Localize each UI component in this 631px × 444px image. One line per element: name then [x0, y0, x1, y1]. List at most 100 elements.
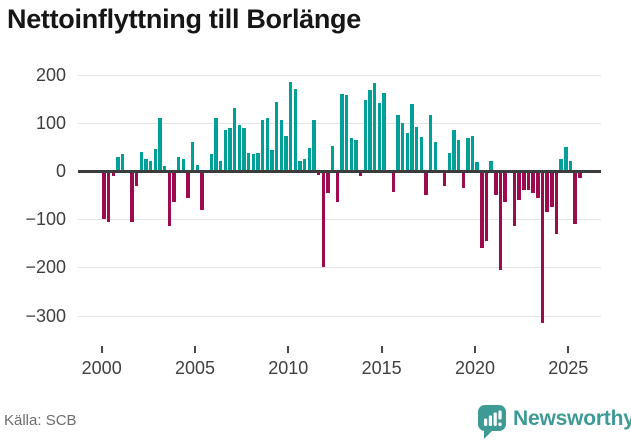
bar-2006-q2	[218, 161, 223, 171]
bar-2020-q1	[475, 162, 480, 171]
source-label: Källa: SCB	[4, 412, 77, 429]
newsworthy-wordmark: Newsworthy	[513, 407, 631, 430]
bar-2018-q4	[452, 129, 456, 171]
bar-2020-q4	[489, 160, 494, 171]
bar-2011-q3	[316, 171, 321, 175]
bar-2023-q1	[531, 171, 536, 193]
bar-2004-q1	[176, 156, 181, 171]
bar-2014-q2	[368, 90, 372, 171]
bar-2007-q3	[242, 127, 246, 171]
bar-2003-q4	[172, 171, 176, 203]
bar-2023-q4	[545, 171, 550, 212]
y-tick-label--200: −200	[25, 257, 66, 278]
bar-2019-q3	[466, 138, 470, 171]
bar-2013-q2	[349, 138, 354, 171]
x-tick-label-2010: 2010	[268, 358, 309, 378]
bar-2010-q4	[302, 159, 307, 171]
bar-2012-q4	[340, 93, 344, 171]
bar-2024-q2	[554, 171, 559, 234]
bar-2006-q1	[214, 118, 218, 171]
bar-2002-q4	[153, 149, 158, 171]
newsworthy-bar-chart-icon	[477, 405, 506, 439]
gridline-100	[78, 122, 601, 124]
bar-2012-q1	[326, 171, 330, 193]
bar-2003-q3	[167, 171, 172, 227]
y-tick-label-0: 0	[55, 161, 66, 181]
bar-2016-q2	[405, 132, 410, 171]
bar-2008-q4	[265, 118, 270, 171]
zero-axis-line	[78, 169, 601, 173]
bar-2016-q1	[400, 122, 405, 171]
bar-2010-q3	[298, 160, 302, 171]
bar-2000-q3	[111, 171, 116, 176]
bar-2021-q3	[503, 171, 508, 203]
bar-2017-q2	[424, 171, 428, 196]
bar-2011-q1	[307, 147, 312, 171]
bar-2016-q3	[410, 103, 414, 171]
y-tick-label-200: 200	[35, 64, 66, 85]
bar-2011-q4	[321, 171, 326, 268]
bar-2022-q1	[512, 171, 517, 227]
bar-2021-q2	[498, 171, 503, 270]
bar-2006-q3	[223, 130, 228, 171]
bar-2019-q4	[470, 136, 475, 171]
bar-2020-q3	[484, 171, 489, 241]
bar-2019-q2	[461, 171, 466, 188]
bar-2013-q4	[358, 171, 363, 176]
bar-2001-q4	[134, 171, 139, 186]
y-tick-label--300: −300	[25, 305, 66, 326]
bar-2011-q2	[312, 120, 316, 171]
x-tick-label-2005: 2005	[174, 358, 216, 378]
bar-2003-q1	[158, 118, 162, 171]
bar-2022-q4	[526, 171, 531, 191]
bar-2005-q1	[195, 165, 200, 171]
bar-2002-q1	[139, 151, 144, 171]
bar-2008-q2	[256, 152, 260, 171]
bar-2009-q1	[270, 150, 274, 171]
gridline--300	[78, 315, 601, 317]
x-tick-label-2000: 2000	[81, 358, 122, 378]
bar-2019-q1	[456, 140, 461, 171]
bar-2000-q4	[116, 156, 120, 171]
bar-2003-q2	[162, 166, 167, 171]
bar-2022-q3	[522, 171, 526, 191]
bar-2018-q3	[447, 153, 452, 171]
newsworthy-logo[interactable]: Newsworthy	[476, 403, 631, 439]
bar-2007-q2	[237, 125, 242, 171]
x-tick-label-2020: 2020	[454, 358, 496, 378]
bar-2004-q3	[186, 171, 190, 198]
bar-2017-q3	[428, 114, 433, 171]
bar-2000-q2	[106, 171, 111, 222]
bar-2005-q4	[209, 154, 214, 171]
x-tick-mark-2005	[194, 346, 196, 353]
y-tick-label--100: −100	[25, 209, 66, 230]
chart-title: Nettoinflyttning till Borlänge	[7, 4, 361, 34]
bar-2014-q4	[377, 103, 382, 171]
bar-2010-q2	[293, 88, 298, 171]
bar-2021-q1	[494, 171, 498, 196]
bar-2020-q2	[480, 171, 484, 249]
bar-2013-q1	[344, 94, 349, 171]
bar-2010-q1	[288, 81, 293, 171]
bar-2008-q3	[260, 119, 265, 171]
bar-2012-q3	[335, 171, 340, 203]
bar-2004-q2	[181, 159, 186, 171]
x-tick-label-2025: 2025	[548, 358, 589, 378]
x-tick-mark-2000	[100, 346, 103, 353]
gridline--200	[78, 267, 601, 269]
gridline--100	[78, 219, 601, 221]
bar-2000-q1	[102, 171, 106, 220]
bar-2025-q3	[578, 171, 582, 179]
bar-2005-q2	[200, 171, 204, 210]
x-tick-label-2015: 2015	[361, 358, 402, 378]
x-tick-mark-2025	[567, 346, 570, 353]
bar-2023-q3	[540, 171, 545, 323]
bar-2007-q4	[246, 152, 251, 171]
bar-2001-q3	[130, 171, 134, 222]
bar-2015-q3	[391, 171, 396, 192]
bar-2004-q4	[190, 142, 195, 171]
bar-2025-q2	[573, 171, 578, 224]
bar-2016-q4	[414, 126, 419, 171]
bar-2022-q2	[517, 171, 522, 200]
